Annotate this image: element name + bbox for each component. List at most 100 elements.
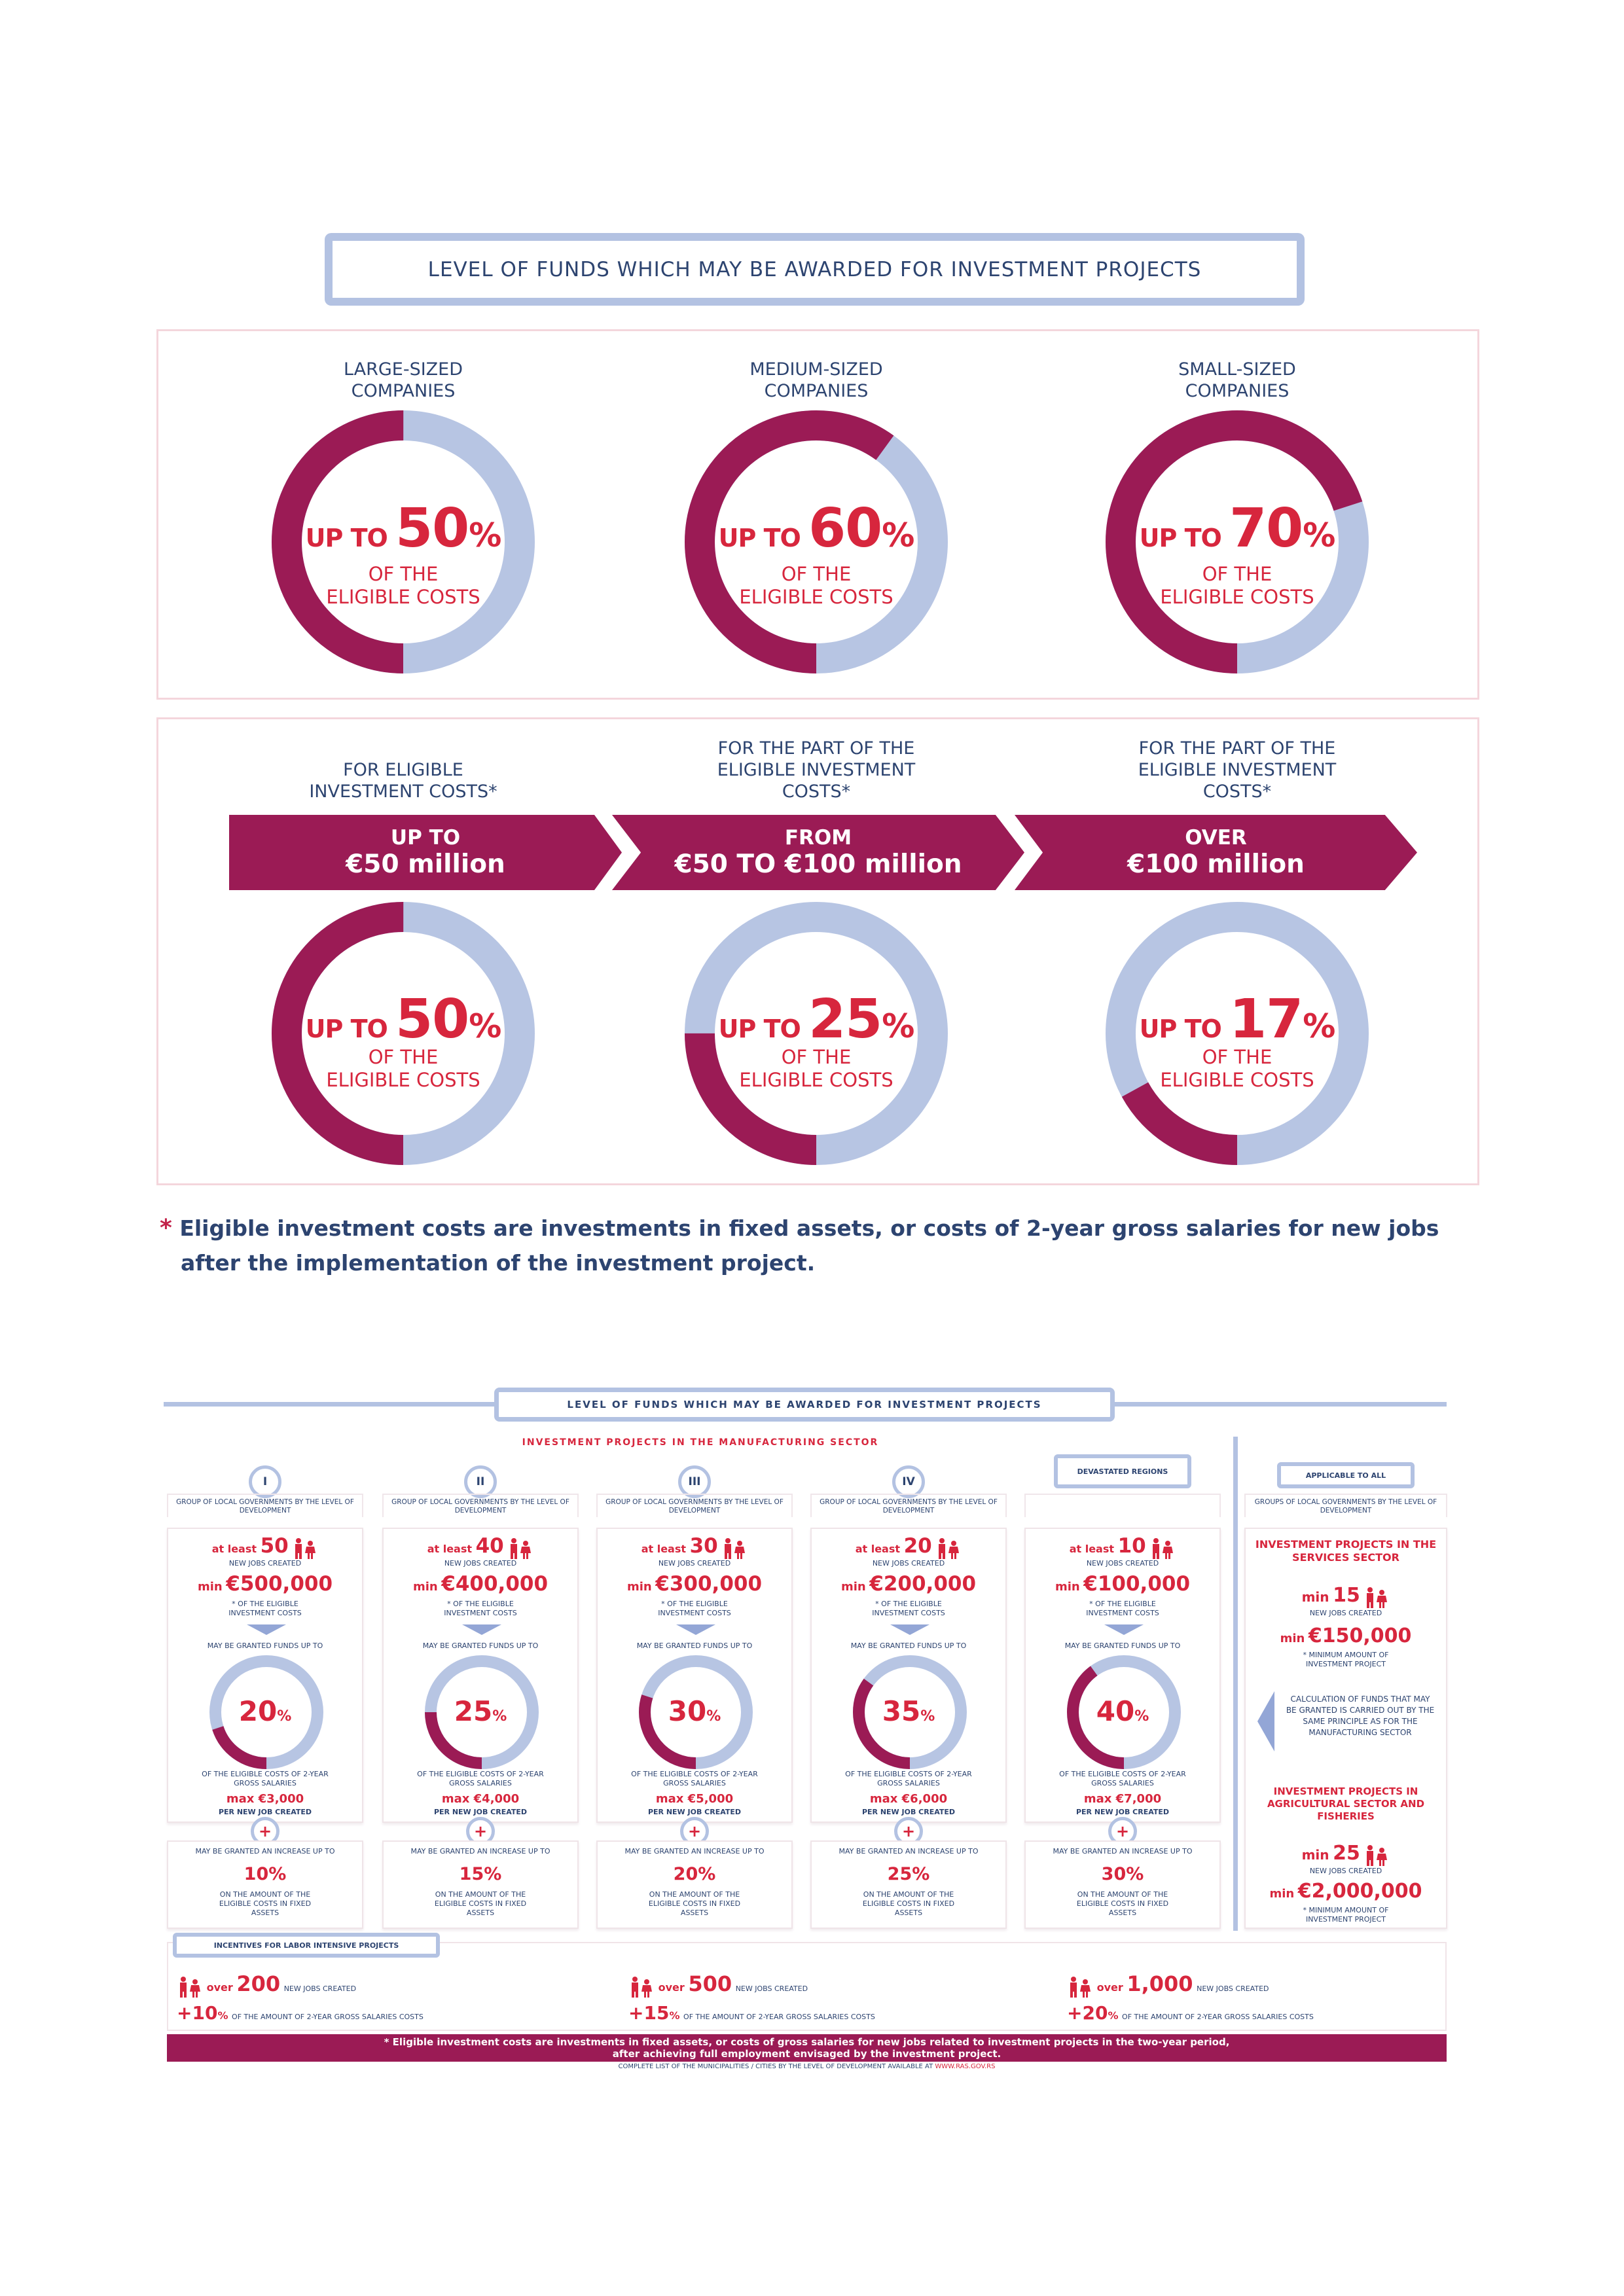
at-least-label: at least xyxy=(1069,1543,1115,1555)
people-icon xyxy=(1363,1587,1390,1611)
other-sectors-card: INVESTMENT PROJECTS IN THE SERVICES SECT… xyxy=(1244,1528,1447,1929)
percent-value: 20 xyxy=(238,1695,278,1727)
granted-label: MAY BE GRANTED FUNDS UP TO xyxy=(850,1641,967,1650)
top-title: LEVEL OF FUNDS WHICH MAY BE AWARDED FOR … xyxy=(325,233,1305,306)
jobs-count: 15 xyxy=(1333,1584,1360,1607)
group-header: GROUP OF LOCAL GOVERNMENTS BY THE LEVEL … xyxy=(810,1494,1007,1517)
jobs-count: 20 xyxy=(903,1534,932,1558)
cost-bands-panel xyxy=(156,717,1479,1185)
donut-value-line: UP TO 17% xyxy=(1100,988,1375,1050)
company-size-label: MEDIUM-SIZED COMPANIES xyxy=(749,359,883,401)
agri-title: INVESTMENT PROJECTS IN AGRICULTURAL SECT… xyxy=(1267,1785,1425,1822)
min-investment: min €500,000 xyxy=(168,1572,362,1596)
people-icon xyxy=(628,1976,655,2001)
min-label: min xyxy=(1301,1589,1329,1605)
down-arrow-icon xyxy=(1104,1624,1144,1635)
people-icon xyxy=(721,1537,748,1562)
min-amount: €500,000 xyxy=(226,1572,333,1596)
increase-note: ON THE AMOUNT OF THE ELIGIBLE COSTS IN F… xyxy=(648,1890,741,1917)
jobs-count: 25 xyxy=(1333,1842,1360,1865)
min-investment: min €100,000 xyxy=(1026,1572,1219,1596)
salaries-label: OF THE ELIGIBLE COSTS OF 2-YEAR GROSS SA… xyxy=(845,1770,972,1787)
salaries-label: OF THE ELIGIBLE COSTS OF 2-YEAR GROSS SA… xyxy=(417,1770,544,1787)
increase-label: MAY BE GRANTED AN INCREASE UP TO xyxy=(839,1847,979,1856)
at-least-label: at least xyxy=(211,1543,257,1555)
cost-band-donut-chart xyxy=(272,902,535,1165)
eligible-costs-note: * OF THE ELIGIBLE INVESTMENT COSTS xyxy=(658,1600,731,1617)
increase-percent: 15% xyxy=(459,1864,502,1884)
requirements-card: at least 40 NEW JOBS CREATED min €400,00… xyxy=(382,1528,579,1823)
cost-band-header: FOR ELIGIBLE INVESTMENT COSTS* xyxy=(309,760,497,802)
requirements-card: at least 20 NEW JOBS CREATED min €200,00… xyxy=(810,1528,1007,1823)
percent-sign: % xyxy=(469,516,501,554)
min-investment: min €300,000 xyxy=(598,1572,791,1596)
people-icon xyxy=(935,1537,962,1562)
funds-donut-chart xyxy=(639,1655,753,1769)
increase-note: ON THE AMOUNT OF THE ELIGIBLE COSTS IN F… xyxy=(862,1890,955,1917)
max-per-job: max €7,000 xyxy=(1083,1792,1162,1806)
increase-label: MAY BE GRANTED AN INCREASE UP TO xyxy=(195,1847,335,1856)
down-arrow-icon xyxy=(247,1624,286,1635)
eligible-costs-label: ELIGIBLE COSTS xyxy=(1160,586,1314,608)
eligible-costs-note: * OF THE ELIGIBLE INVESTMENT COSTS xyxy=(872,1600,945,1617)
eligible-costs-label: ELIGIBLE COSTS xyxy=(1160,1069,1314,1091)
labor-bonus-row: +15% OF THE AMOUNT OF 2-YEAR GROSS SALAR… xyxy=(628,2002,1054,2024)
min-amount: €400,000 xyxy=(441,1572,549,1596)
manufacturing-title: INVESTMENT PROJECTS IN THE MANUFACTURING… xyxy=(522,1437,879,1448)
jobs-label: NEW JOBS CREATED xyxy=(1086,1559,1159,1568)
labor-incentives-badge: INCENTIVES FOR LABOR INTENSIVE PROJECTS xyxy=(173,1933,440,1958)
source-link[interactable]: WWW.RAS.GOV.RS xyxy=(935,2063,996,2070)
group-number-badge: II xyxy=(464,1465,497,1498)
granted-label: MAY BE GRANTED FUNDS UP TO xyxy=(422,1641,539,1650)
bonus-value: +15 xyxy=(628,2001,670,2024)
jobs-label: NEW JOBS CREATED xyxy=(283,1984,357,1993)
donut-value-line: UP TO 50% xyxy=(266,497,541,560)
donut-arc xyxy=(1106,410,1369,673)
min-investment: min €200,000 xyxy=(812,1572,1005,1596)
section-divider xyxy=(1233,1437,1238,1931)
funds-donut-chart xyxy=(1067,1655,1181,1769)
bottom-footnote-bar: * Eligible investment costs are investme… xyxy=(167,2034,1447,2062)
people-icon xyxy=(1149,1537,1176,1562)
percent-sign: % xyxy=(920,1708,935,1725)
agri-jobs-label: NEW JOBS CREATED xyxy=(1309,1867,1382,1875)
devastated-regions-badge: DEVASTATED REGIONS xyxy=(1054,1454,1191,1488)
jobs-requirement: at least 50 xyxy=(168,1534,362,1562)
increase-percent: 20% xyxy=(673,1864,716,1884)
cost-band-arrow: FROM €50 TO €100 million xyxy=(612,815,1024,890)
funds-percent: 40% xyxy=(1026,1695,1219,1727)
eligible-costs-label: ELIGIBLE COSTS xyxy=(739,586,893,608)
funds-percent: 35% xyxy=(812,1695,1005,1727)
donut-arc xyxy=(209,1655,323,1769)
increase-card: MAY BE GRANTED AN INCREASE UP TO 10% ON … xyxy=(167,1840,363,1929)
bonus-value: +20 xyxy=(1067,2001,1108,2024)
jobs-count: 1,000 xyxy=(1127,1971,1193,1996)
of-the-label: OF THE xyxy=(1202,1046,1272,1068)
donut-value-line: UP TO 25% xyxy=(679,988,954,1050)
donut-value-line: UP TO 60% xyxy=(679,497,954,560)
up-to-label: UP TO xyxy=(1139,1014,1222,1043)
funds-percent: 30% xyxy=(598,1695,791,1727)
people-icon xyxy=(292,1537,318,1562)
donut-arc xyxy=(1067,1655,1181,1769)
percent-value: 40 xyxy=(1096,1695,1135,1727)
footnote-line2: after achieving full employment envisage… xyxy=(612,2048,1001,2060)
at-least-label: at least xyxy=(855,1543,901,1555)
percent-value: 60 xyxy=(808,497,882,560)
percent-sign: % xyxy=(669,2009,680,2022)
min-label: min xyxy=(412,1580,438,1594)
salaries-label: OF THE ELIGIBLE COSTS OF 2-YEAR GROSS SA… xyxy=(631,1770,758,1787)
increase-card: MAY BE GRANTED AN INCREASE UP TO 20% ON … xyxy=(596,1840,793,1929)
agri-jobs: min 25 xyxy=(1246,1842,1446,1869)
increase-note: ON THE AMOUNT OF THE ELIGIBLE COSTS IN F… xyxy=(434,1890,527,1917)
labor-bonus-row: +10% OF THE AMOUNT OF 2-YEAR GROSS SALAR… xyxy=(177,2002,602,2024)
group-header xyxy=(1024,1494,1221,1517)
eligible-costs-label: ELIGIBLE COSTS xyxy=(739,1069,893,1091)
bonus-label: OF THE AMOUNT OF 2-YEAR GROSS SALARIES C… xyxy=(1122,2012,1314,2021)
footnote-star: * xyxy=(160,1215,172,1242)
percent-sign: % xyxy=(217,2009,228,2022)
granted-label: MAY BE GRANTED FUNDS UP TO xyxy=(636,1641,753,1650)
jobs-label: NEW JOBS CREATED xyxy=(735,1984,808,1993)
jobs-count: 30 xyxy=(689,1534,718,1558)
min-amount: €2,000,000 xyxy=(1297,1880,1422,1903)
